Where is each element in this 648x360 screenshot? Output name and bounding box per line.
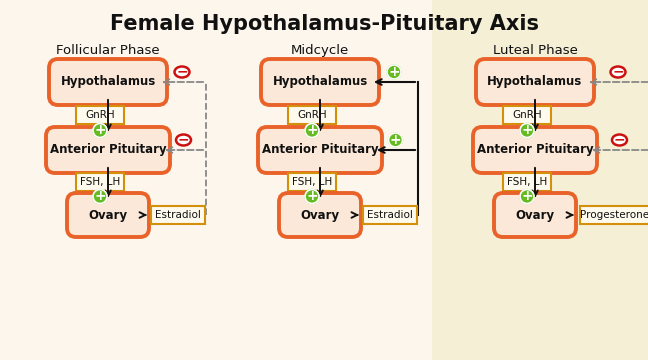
Text: FSH, LH: FSH, LH <box>507 177 547 187</box>
Circle shape <box>389 133 402 147</box>
Text: +: + <box>521 123 533 137</box>
Circle shape <box>387 65 401 79</box>
FancyBboxPatch shape <box>76 106 124 124</box>
Text: −: − <box>612 65 624 79</box>
Text: +: + <box>307 189 318 203</box>
Circle shape <box>520 189 534 203</box>
Text: +: + <box>94 123 106 137</box>
Text: Hypothalamus: Hypothalamus <box>60 76 156 89</box>
Text: Ovary: Ovary <box>88 208 128 221</box>
FancyBboxPatch shape <box>261 59 379 105</box>
Circle shape <box>520 123 534 138</box>
Text: Hypothalamus: Hypothalamus <box>272 76 367 89</box>
Text: −: − <box>176 65 188 79</box>
FancyBboxPatch shape <box>288 173 336 191</box>
Text: Ovary: Ovary <box>515 208 555 221</box>
FancyBboxPatch shape <box>67 193 149 237</box>
Text: +: + <box>389 132 401 147</box>
FancyBboxPatch shape <box>288 106 336 124</box>
FancyBboxPatch shape <box>258 127 382 173</box>
Text: Progesterone: Progesterone <box>581 210 648 220</box>
FancyBboxPatch shape <box>46 127 170 173</box>
Ellipse shape <box>176 135 191 145</box>
FancyBboxPatch shape <box>494 193 576 237</box>
FancyBboxPatch shape <box>49 59 167 105</box>
Ellipse shape <box>612 135 627 145</box>
FancyBboxPatch shape <box>279 193 361 237</box>
Text: Luteal Phase: Luteal Phase <box>492 44 577 57</box>
Circle shape <box>305 189 319 203</box>
Text: +: + <box>94 189 106 203</box>
Text: +: + <box>307 123 318 137</box>
Text: Estradiol: Estradiol <box>367 210 413 220</box>
Text: GnRH: GnRH <box>297 110 327 120</box>
Text: Hypothalamus: Hypothalamus <box>487 76 583 89</box>
Circle shape <box>93 189 107 203</box>
FancyBboxPatch shape <box>76 173 124 191</box>
Text: −: − <box>614 133 625 147</box>
Text: FSH, LH: FSH, LH <box>292 177 332 187</box>
FancyBboxPatch shape <box>580 206 648 224</box>
FancyBboxPatch shape <box>503 173 551 191</box>
Circle shape <box>305 123 319 138</box>
FancyBboxPatch shape <box>151 206 205 224</box>
Ellipse shape <box>610 67 625 77</box>
Text: Follicular Phase: Follicular Phase <box>56 44 160 57</box>
Text: +: + <box>521 189 533 203</box>
Text: Anterior Pituitary: Anterior Pituitary <box>262 144 378 157</box>
Circle shape <box>93 123 107 138</box>
Text: Ovary: Ovary <box>301 208 340 221</box>
Text: Female Hypothalamus-Pituitary Axis: Female Hypothalamus-Pituitary Axis <box>110 14 538 34</box>
Text: +: + <box>388 64 400 78</box>
Ellipse shape <box>174 67 189 77</box>
FancyBboxPatch shape <box>476 59 594 105</box>
Text: GnRH: GnRH <box>85 110 115 120</box>
Text: GnRH: GnRH <box>512 110 542 120</box>
FancyBboxPatch shape <box>363 206 417 224</box>
Text: −: − <box>178 133 189 147</box>
FancyBboxPatch shape <box>473 127 597 173</box>
Text: Anterior Pituitary: Anterior Pituitary <box>50 144 167 157</box>
Text: FSH, LH: FSH, LH <box>80 177 120 187</box>
Text: Anterior Pituitary: Anterior Pituitary <box>477 144 594 157</box>
Text: Estradiol: Estradiol <box>155 210 201 220</box>
Text: Midcycle: Midcycle <box>291 44 349 57</box>
FancyBboxPatch shape <box>503 106 551 124</box>
Bar <box>432 0 648 360</box>
